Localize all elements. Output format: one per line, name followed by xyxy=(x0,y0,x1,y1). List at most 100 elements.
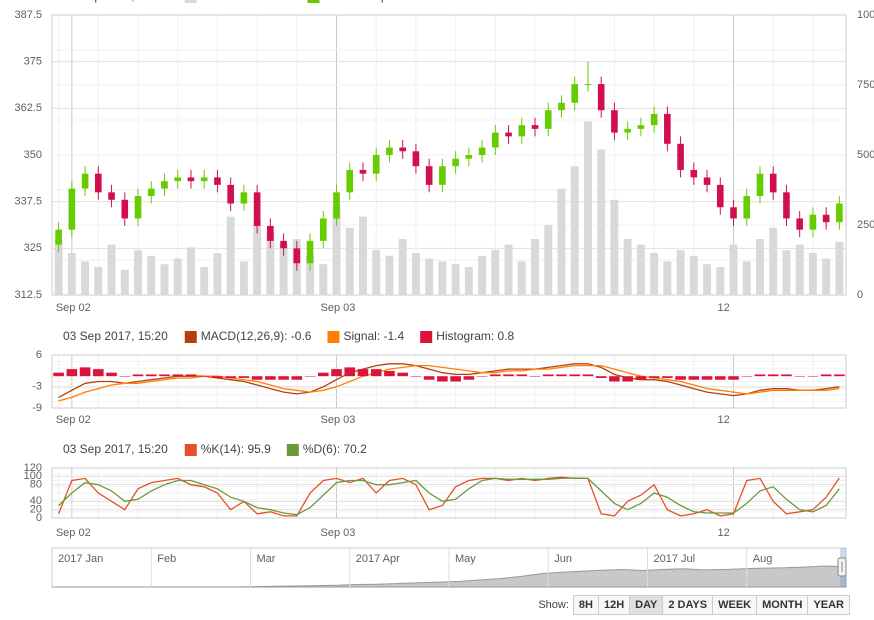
candle-body xyxy=(68,188,76,230)
candle-body xyxy=(174,177,182,182)
range-button[interactable]: MONTH xyxy=(756,595,809,615)
navigator-label: Jun xyxy=(554,553,572,565)
navigator-label: 2017 Apr xyxy=(356,553,400,565)
bar xyxy=(464,267,473,295)
bar xyxy=(200,267,209,295)
bar xyxy=(107,244,116,295)
candle-body xyxy=(769,173,777,193)
candle-body xyxy=(584,84,592,86)
candle-body xyxy=(531,125,539,129)
y-tick-label: 375 xyxy=(24,56,42,68)
bar xyxy=(198,376,210,377)
bar xyxy=(662,376,673,378)
bar xyxy=(597,149,606,295)
bar xyxy=(822,258,831,295)
bar xyxy=(623,239,632,295)
range-button[interactable]: WEEK xyxy=(712,595,758,615)
candle-body xyxy=(240,192,248,204)
candle-body xyxy=(95,173,102,193)
candle-body xyxy=(677,143,684,170)
line xyxy=(58,477,840,516)
bar xyxy=(635,376,647,380)
candle-body xyxy=(147,188,155,197)
y-tick-label: 0 xyxy=(36,512,42,524)
candle-body xyxy=(597,84,605,111)
bar xyxy=(569,374,581,377)
legend-swatch xyxy=(286,444,299,456)
x-tick-label: 12 xyxy=(718,302,730,314)
bar xyxy=(610,199,619,295)
candle-body xyxy=(253,192,261,226)
bar xyxy=(94,267,103,295)
line xyxy=(58,364,840,402)
candle-body xyxy=(121,199,129,219)
bar xyxy=(834,374,845,377)
bar xyxy=(476,376,488,377)
bar xyxy=(463,376,475,380)
candle-body xyxy=(664,113,671,144)
bar xyxy=(172,374,184,377)
legend-date: 03 Sep 2017, 15:20 xyxy=(63,329,168,343)
bar xyxy=(66,369,78,377)
y-tick-label: 6 xyxy=(36,349,42,361)
bar xyxy=(359,216,367,295)
candle-body xyxy=(465,155,473,159)
legend-swatch xyxy=(184,444,197,456)
bar xyxy=(331,369,342,377)
bar xyxy=(306,255,315,295)
candle-body xyxy=(809,214,817,230)
bar xyxy=(544,225,553,295)
bar xyxy=(583,121,592,296)
candle-body xyxy=(703,177,711,185)
legend-swatch xyxy=(307,0,320,3)
y-tick-label: 387.5 xyxy=(14,9,42,21)
bar xyxy=(372,250,381,295)
bar xyxy=(595,376,607,378)
bar xyxy=(504,244,513,295)
bar xyxy=(756,239,764,295)
bar xyxy=(648,376,660,378)
bar xyxy=(67,253,76,295)
bar xyxy=(675,376,686,380)
bar xyxy=(703,264,712,295)
candle-body xyxy=(187,177,195,182)
candle-body xyxy=(650,113,658,126)
bar xyxy=(714,376,726,380)
bar xyxy=(729,244,738,295)
bar xyxy=(451,264,460,295)
range-selector: Show: 8H 12H DAY 2 DAYS WEEK MONTH YEAR xyxy=(538,595,850,615)
candle-body xyxy=(624,128,631,133)
y-tick-label: 40 xyxy=(30,495,42,507)
bar xyxy=(106,372,117,377)
range-button[interactable]: YEAR xyxy=(807,595,850,615)
plot-border xyxy=(51,354,847,409)
candle-body xyxy=(452,158,459,167)
candle-body xyxy=(716,184,724,208)
bar xyxy=(279,244,288,295)
y-tick-label: -3 xyxy=(32,381,42,393)
range-button[interactable]: 2 DAYS xyxy=(662,595,714,615)
bar xyxy=(79,367,91,377)
range-button[interactable]: 8H xyxy=(572,595,599,615)
navigator-label: May xyxy=(455,553,476,565)
x-tick-label: 12 xyxy=(718,414,730,426)
bar xyxy=(478,255,487,295)
candle-body xyxy=(492,132,499,148)
candle-body xyxy=(55,229,62,245)
legend-label: %K(14): 95.9 xyxy=(201,442,271,456)
bar xyxy=(676,250,685,295)
bar xyxy=(794,376,805,377)
bar xyxy=(253,222,262,295)
bar xyxy=(557,188,566,295)
bar xyxy=(186,247,195,295)
range-button[interactable]: DAY xyxy=(629,595,664,615)
bar xyxy=(317,372,329,377)
candle-body xyxy=(280,240,287,249)
range-button[interactable]: 12H xyxy=(597,595,631,615)
bar xyxy=(81,261,90,295)
bar xyxy=(251,376,263,380)
y2-tick-label: 250 xyxy=(857,219,874,231)
x-tick-label: Sep 03 xyxy=(321,527,356,539)
y-tick-label: 80 xyxy=(30,479,42,491)
